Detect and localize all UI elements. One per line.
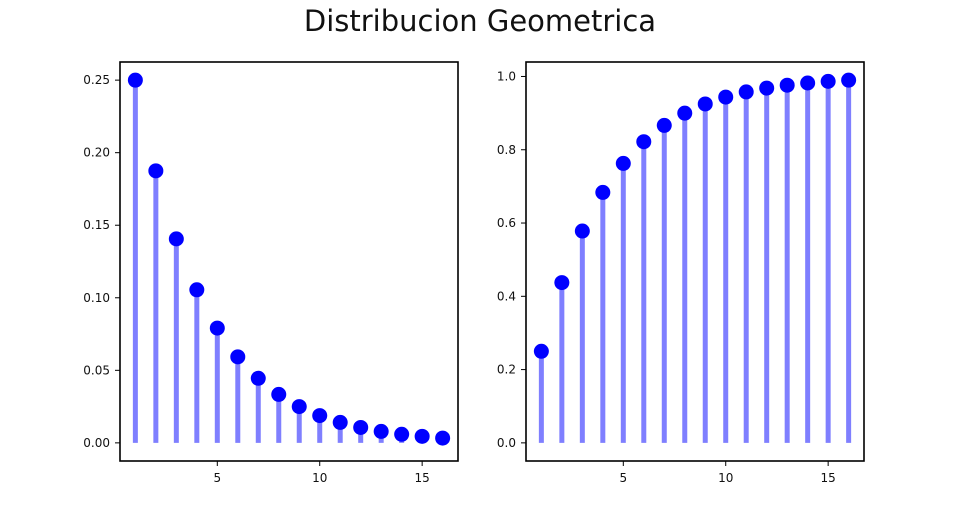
cdf-marker-6 bbox=[636, 134, 652, 150]
pmf-marker-5 bbox=[209, 320, 225, 336]
pmf-marker-8 bbox=[271, 386, 287, 402]
pmf-ytick-label-0.05: 0.05 bbox=[83, 363, 110, 377]
pmf-marker-4 bbox=[189, 282, 205, 298]
cdf-marker-2 bbox=[554, 275, 570, 291]
pmf-ytick-label-0.15: 0.15 bbox=[83, 218, 110, 232]
cdf-ytick-label-0.6: 0.6 bbox=[497, 216, 516, 230]
cdf-marker-3 bbox=[574, 223, 590, 239]
cdf-xtick-label-10: 10 bbox=[718, 471, 733, 485]
cdf-marker-10 bbox=[718, 89, 734, 105]
pmf-xtick-label-5: 5 bbox=[213, 471, 221, 485]
pmf-ytick-label-0.10: 0.10 bbox=[83, 291, 110, 305]
pmf-ytick-label-0.00: 0.00 bbox=[83, 436, 110, 450]
pmf-marker-16 bbox=[435, 430, 451, 446]
pmf-marker-11 bbox=[332, 414, 348, 430]
cdf-marker-16 bbox=[841, 72, 857, 88]
cdf-marker-12 bbox=[759, 80, 775, 96]
pmf-marker-13 bbox=[373, 423, 389, 439]
cdf-xtick-label-15: 15 bbox=[821, 471, 836, 485]
cdf-ytick-label-0.8: 0.8 bbox=[497, 143, 516, 157]
cdf-ytick-label-0.4: 0.4 bbox=[497, 289, 516, 303]
cdf-marker-7 bbox=[656, 117, 672, 133]
cdf-marker-15 bbox=[820, 73, 836, 89]
cdf-ytick-label-0.2: 0.2 bbox=[497, 363, 516, 377]
cdf-marker-11 bbox=[738, 84, 754, 100]
cdf-ytick-label-1.0: 1.0 bbox=[497, 69, 516, 83]
pmf-ytick-label-0.25: 0.25 bbox=[83, 73, 110, 87]
pmf-axes-frame bbox=[119, 61, 459, 462]
cdf-marker-14 bbox=[800, 75, 816, 91]
pmf-marker-1 bbox=[127, 72, 143, 88]
pmf-xtick-label-10: 10 bbox=[312, 471, 327, 485]
pmf-marker-12 bbox=[353, 419, 369, 435]
cdf-marker-5 bbox=[615, 155, 631, 171]
pmf-marker-15 bbox=[414, 428, 430, 444]
pmf-marker-6 bbox=[230, 349, 246, 365]
pmf-marker-10 bbox=[312, 408, 328, 424]
cdf-xtick-label-5: 5 bbox=[619, 471, 627, 485]
figure-title: Distribucion Geometrica bbox=[303, 4, 657, 38]
cdf-marker-4 bbox=[595, 184, 611, 200]
pmf-marker-14 bbox=[394, 426, 410, 442]
pmf-marker-7 bbox=[250, 370, 266, 386]
cdf-marker-8 bbox=[677, 105, 693, 121]
pmf-ytick-label-0.20: 0.20 bbox=[83, 146, 110, 160]
pmf-marker-2 bbox=[148, 163, 164, 179]
pmf-xtick-label-15: 15 bbox=[415, 471, 430, 485]
cdf-marker-9 bbox=[697, 96, 713, 112]
pmf-marker-3 bbox=[168, 231, 184, 247]
cdf-axes-frame bbox=[525, 61, 865, 462]
cdf-marker-13 bbox=[779, 77, 795, 93]
pmf-marker-9 bbox=[291, 399, 307, 415]
cdf-marker-1 bbox=[533, 343, 549, 359]
cdf-ytick-label-0.0: 0.0 bbox=[497, 436, 516, 450]
